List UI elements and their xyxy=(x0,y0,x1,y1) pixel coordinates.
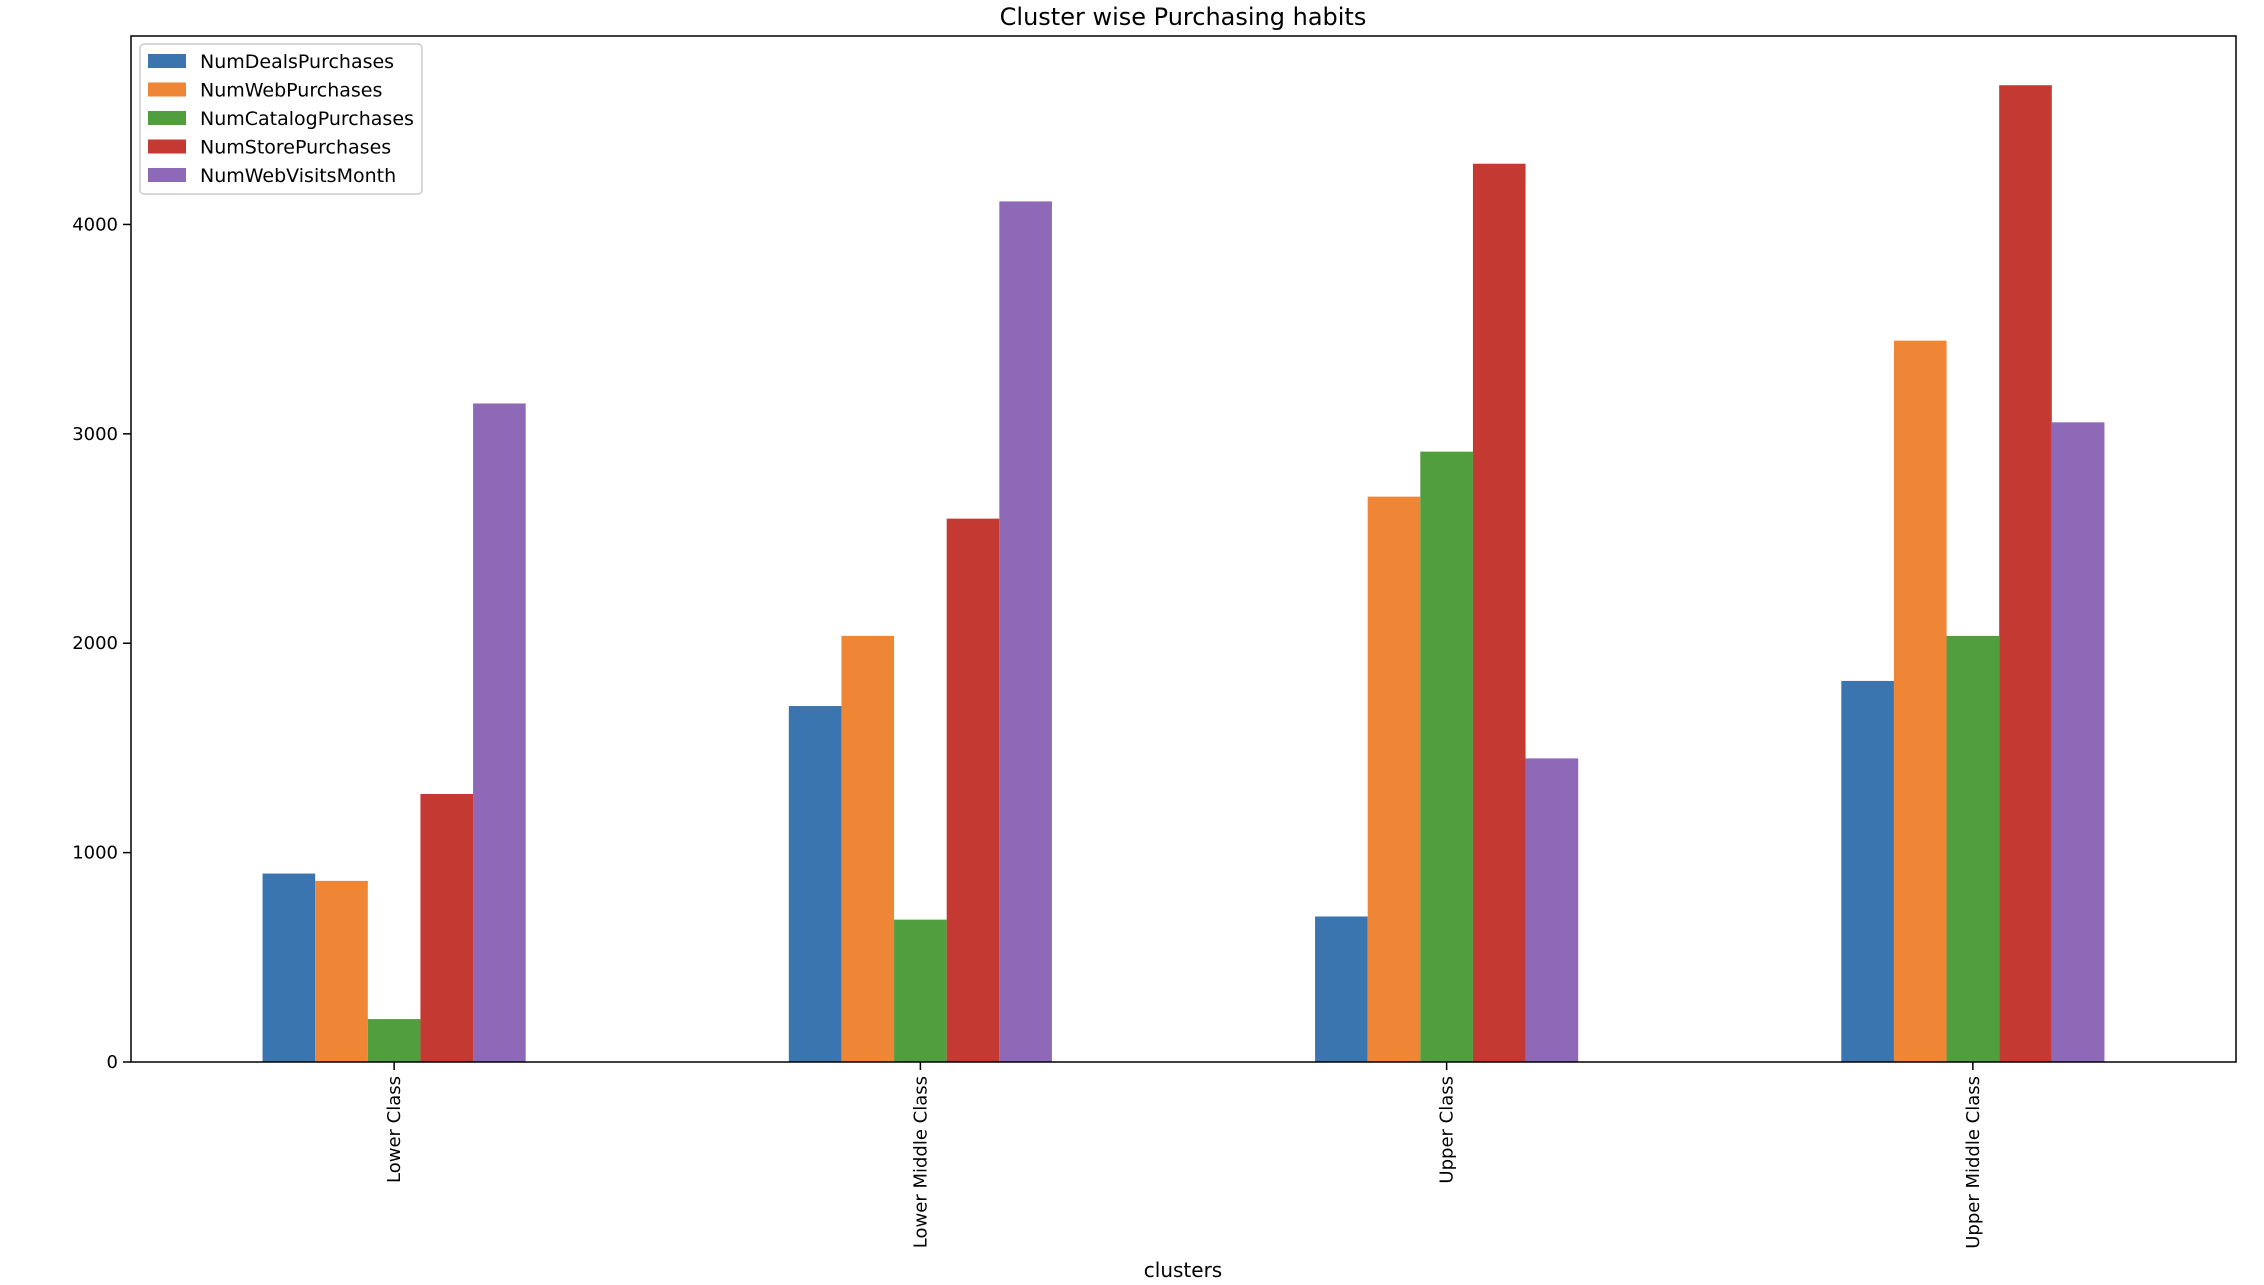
x-axis: Lower Class Lower Middle Class Upper Class… xyxy=(384,1062,1984,1249)
bar-NumStorePurchases-lower-class xyxy=(420,793,474,1062)
bar-NumCatalogPurchases-lower-middle-class xyxy=(894,919,947,1062)
legend: NumDealsPurchases NumWebPurchases NumCatal… xyxy=(139,43,423,195)
bar-NumWebVisitsMonth-upper-class xyxy=(1525,758,1579,1062)
legend-swatch xyxy=(148,168,186,182)
x-tick-label: Upper Middle Class xyxy=(1963,1076,1984,1249)
bar-NumWebVisitsMonth-lower-class xyxy=(473,403,526,1062)
x-tick-label: Lower Class xyxy=(384,1076,405,1183)
y-axis: 0 1000 2000 3000 4000 xyxy=(72,214,131,1073)
bar-NumDealsPurchases-upper-middle-class xyxy=(1841,680,1894,1062)
bar-NumStorePurchases-lower-middle-class xyxy=(946,518,1000,1062)
bar-NumCatalogPurchases-upper-middle-class xyxy=(1946,635,2000,1062)
legend-box xyxy=(139,43,423,195)
legend-label: NumDealsPurchases xyxy=(200,51,394,73)
bar-NumWebVisitsMonth-lower-middle-class xyxy=(999,201,1052,1062)
legend-label: NumCatalogPurchases xyxy=(200,108,414,130)
bar-NumCatalogPurchases-lower-class xyxy=(367,1019,421,1062)
bar-NumWebPurchases-upper-middle-class xyxy=(1893,340,1947,1062)
y-tick-label: 0 xyxy=(107,1052,118,1073)
bar-NumDealsPurchases-upper-class xyxy=(1315,916,1368,1062)
bar-NumDealsPurchases-lower-class xyxy=(262,873,316,1062)
bar-NumDealsPurchases-lower-middle-class xyxy=(788,706,842,1062)
y-tick-label: 4000 xyxy=(72,214,118,235)
x-tick-label: Upper Class xyxy=(1437,1076,1458,1184)
y-tick-label: 1000 xyxy=(72,843,118,864)
bar-NumCatalogPurchases-upper-class xyxy=(1420,451,1473,1062)
plot-area xyxy=(262,85,2105,1063)
x-axis-label: clusters xyxy=(1144,1258,1222,1280)
bar-NumStorePurchases-upper-middle-class xyxy=(1999,85,2052,1063)
y-tick-label: 2000 xyxy=(72,633,118,654)
bar-NumWebPurchases-lower-middle-class xyxy=(841,635,895,1062)
bar-NumWebVisitsMonth-upper-middle-class xyxy=(2051,422,2105,1062)
y-tick-label: 3000 xyxy=(72,424,118,445)
bar-NumStorePurchases-upper-class xyxy=(1472,163,1526,1062)
legend-swatch xyxy=(148,139,186,154)
legend-swatch xyxy=(148,54,186,68)
plot-frame xyxy=(130,35,2237,1063)
chart-title: Cluster wise Purchasing habits xyxy=(1000,3,1367,31)
legend-label: NumWebVisitsMonth xyxy=(200,165,396,187)
legend-swatch xyxy=(148,82,186,97)
legend-label: NumStorePurchases xyxy=(200,137,391,159)
legend-swatch xyxy=(148,111,186,125)
x-tick-label: Lower Middle Class xyxy=(910,1076,931,1248)
bar-NumWebPurchases-lower-class xyxy=(315,880,368,1062)
bar-NumWebPurchases-upper-class xyxy=(1367,496,1421,1062)
legend-label: NumWebPurchases xyxy=(200,80,382,102)
